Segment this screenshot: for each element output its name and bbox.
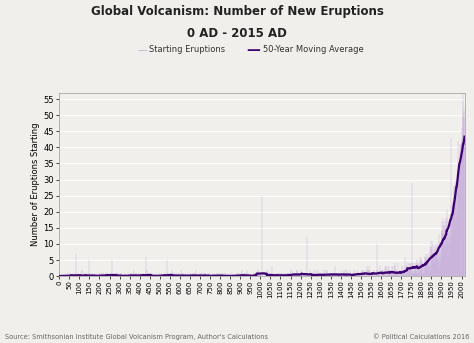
Text: Global Volcanism: Number of New Eruptions: Global Volcanism: Number of New Eruption… [91, 5, 383, 18]
Text: —: — [246, 43, 261, 57]
Text: Source: Smithsonian Institute Global Volcanism Program, Author's Calculations: Source: Smithsonian Institute Global Vol… [5, 334, 268, 340]
Y-axis label: Number of Eruptions Starting: Number of Eruptions Starting [31, 122, 40, 246]
Text: 0 AD - 2015 AD: 0 AD - 2015 AD [187, 27, 287, 40]
Text: 50-Year Moving Average: 50-Year Moving Average [263, 45, 364, 54]
Text: —: — [137, 45, 147, 55]
Text: Starting Eruptions: Starting Eruptions [149, 45, 226, 54]
Text: © Political Calculations 2016: © Political Calculations 2016 [373, 334, 469, 340]
